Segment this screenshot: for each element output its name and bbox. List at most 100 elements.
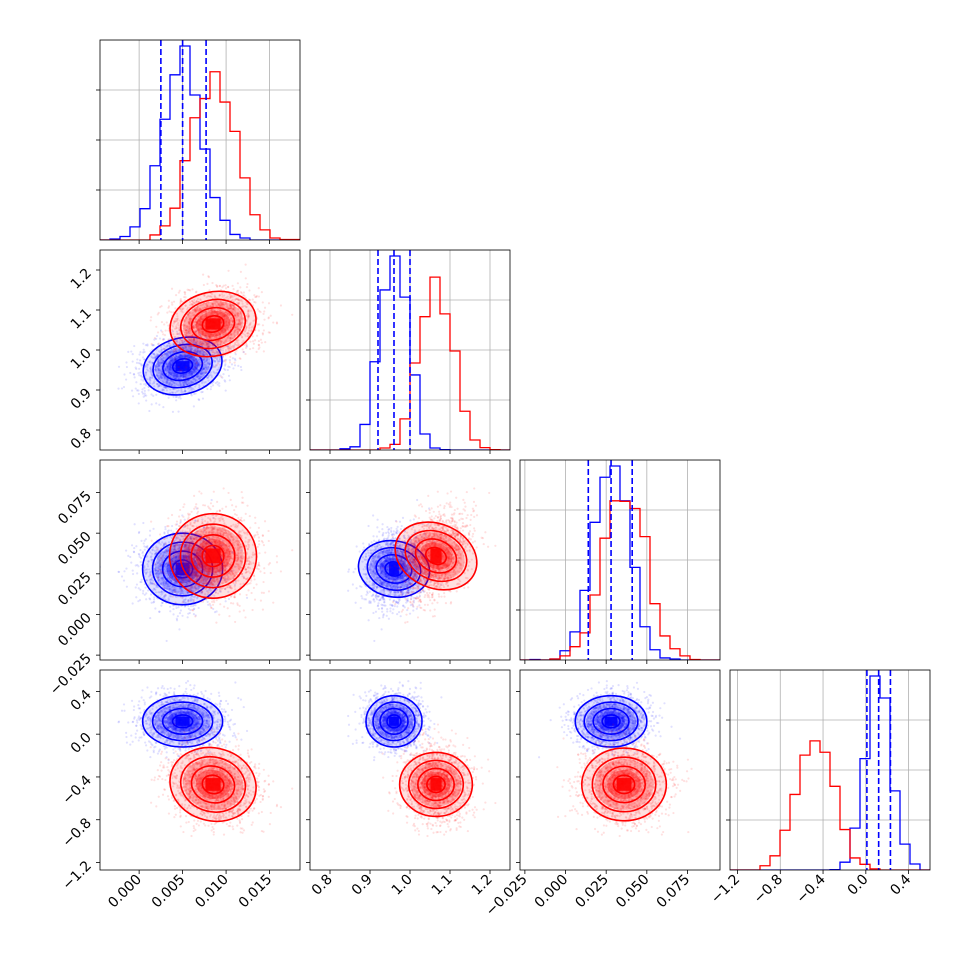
sample-point [135, 564, 137, 566]
sample-point [121, 387, 123, 389]
sample-point [237, 365, 239, 367]
sample-point [212, 384, 214, 386]
sample-point [159, 345, 161, 347]
sample-point [135, 381, 137, 383]
sample-point [164, 526, 166, 528]
sample-point [163, 323, 165, 325]
sample-point [150, 593, 152, 595]
sample-point [144, 390, 146, 392]
sample-point [227, 365, 229, 367]
sample-point [170, 311, 172, 313]
sample-point [169, 343, 171, 345]
y-tick-label: 1.0 [68, 346, 95, 373]
sample-point [224, 361, 226, 363]
sample-point [164, 348, 166, 350]
sample-point [139, 371, 141, 373]
sample-point [252, 298, 254, 300]
sample-point [175, 294, 177, 296]
sample-point [160, 355, 162, 357]
sample-point [227, 270, 229, 272]
sample-point [166, 321, 168, 323]
sample-point [136, 362, 138, 364]
sample-point [169, 610, 171, 612]
sample-point [157, 331, 159, 333]
sample-point [184, 519, 186, 521]
sample-point [183, 291, 185, 293]
sample-point [194, 366, 196, 368]
sample-point [228, 375, 230, 377]
sample-point [155, 394, 157, 396]
sample-point [172, 355, 174, 357]
sample-point [269, 332, 271, 334]
sample-point [248, 289, 250, 291]
sample-point [264, 341, 266, 343]
sample-point [135, 596, 137, 598]
sample-point [178, 292, 180, 294]
sample-point [246, 597, 248, 599]
sample-point [193, 405, 195, 407]
sample-point [242, 294, 244, 296]
sample-point [262, 301, 264, 303]
y-tick-label: 1.1 [68, 306, 95, 333]
sample-point [291, 314, 293, 316]
sample-point [195, 291, 197, 293]
sample-point [208, 289, 210, 291]
panel-content [100, 40, 300, 240]
sample-point [161, 602, 163, 604]
sample-point [280, 304, 282, 306]
sample-point [155, 326, 157, 328]
sample-point [174, 307, 176, 309]
sample-point [145, 598, 147, 600]
sample-point [139, 549, 141, 551]
sample-point [156, 335, 158, 337]
sample-point [256, 335, 258, 337]
sample-point [185, 376, 187, 378]
sample-point [117, 388, 119, 390]
sample-point [276, 321, 278, 323]
sample-point [252, 347, 254, 349]
sample-point [258, 340, 260, 342]
sample-point [167, 351, 169, 353]
sample-point [180, 370, 182, 372]
sample-point [136, 583, 138, 585]
sample-point [255, 351, 257, 353]
sample-point [249, 299, 251, 301]
sample-point [121, 575, 123, 577]
sample-point [198, 607, 200, 609]
sample-point [246, 283, 248, 285]
sample-point [232, 357, 234, 359]
sample-point [162, 333, 164, 335]
sample-point [139, 363, 141, 365]
sample-point [136, 572, 138, 574]
sample-point [178, 628, 180, 630]
sample-point [178, 396, 180, 398]
sample-point [210, 388, 212, 390]
sample-point [167, 329, 169, 331]
sample-point [194, 393, 196, 395]
sample-point [178, 366, 180, 368]
sample-point [183, 296, 185, 298]
sample-point [225, 284, 227, 286]
sample-point [229, 356, 231, 358]
sample-point [127, 555, 129, 557]
sample-point [133, 373, 135, 375]
sample-point [154, 607, 156, 609]
sample-point [258, 323, 260, 325]
sample-point [140, 383, 142, 385]
sample-point [177, 411, 179, 413]
sample-point [231, 363, 233, 365]
sample-point [214, 357, 216, 359]
sample-point [202, 274, 204, 276]
sample-point [149, 534, 151, 536]
sample-point [246, 286, 248, 288]
sample-point [237, 282, 239, 284]
sample-point [142, 554, 144, 556]
density-peak [205, 318, 220, 329]
sample-point [146, 343, 148, 345]
sample-point [138, 368, 140, 370]
panel-0-0 [96, 40, 300, 244]
sample-point [240, 291, 242, 293]
panel-1-1 [306, 250, 510, 454]
sample-point [204, 358, 206, 360]
sample-point [179, 290, 181, 292]
